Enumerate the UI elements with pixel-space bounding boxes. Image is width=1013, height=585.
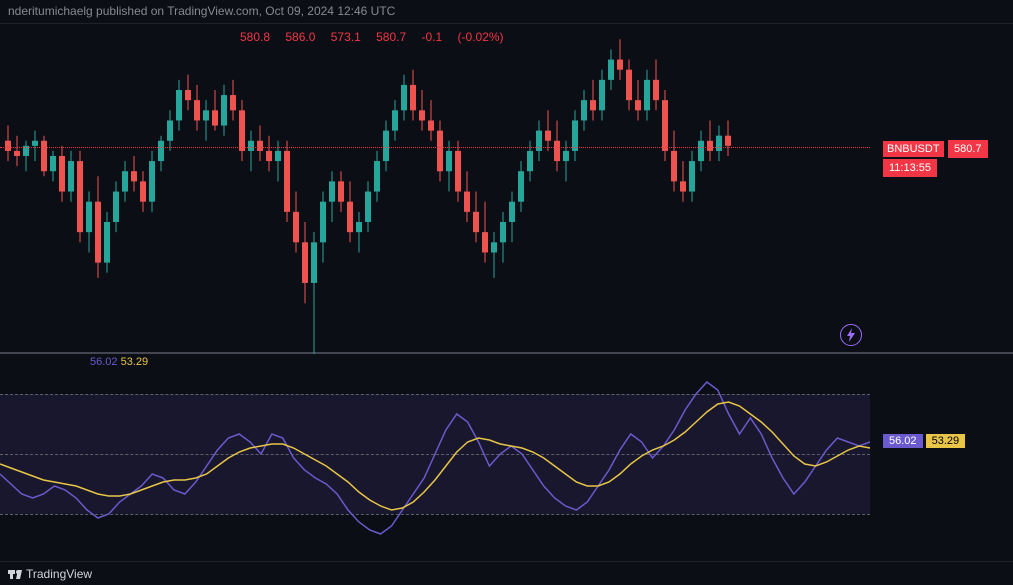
last-price-badge: 580.7 (948, 140, 988, 158)
publish-header: nderitumichaelg published on TradingView… (0, 0, 1013, 24)
countdown-badge: 11:13:55 (883, 159, 937, 177)
footer-brand: TradingView (26, 567, 92, 581)
tradingview-logo-icon (8, 567, 22, 581)
main-candlestick-chart[interactable]: 580.8 586.0 573.1 580.7 -0.1 (-0.02%) BN… (0, 24, 1013, 354)
indicator-svg (0, 354, 870, 554)
price-axis-badge: BNBUSDT 580.7 11:13:55 (883, 139, 1013, 177)
indicator-d-badge: 53.29 (926, 434, 966, 448)
indicator-axis-badges: 56.02 53.29 (883, 434, 1013, 448)
symbol-badge: BNBUSDT (883, 141, 944, 157)
chart-container: 580.8 586.0 573.1 580.7 -0.1 (-0.02%) BN… (0, 24, 1013, 561)
stochastic-indicator-chart[interactable]: 56.02 53.29 56.02 53.29 (0, 354, 1013, 554)
last-price-line (0, 147, 870, 148)
footer: TradingView (0, 561, 1013, 585)
candle-plot-area[interactable] (0, 24, 870, 354)
lightning-icon[interactable] (840, 324, 862, 346)
candle-svg (0, 24, 870, 354)
indicator-k-badge: 56.02 (883, 434, 923, 448)
publish-text: nderitumichaelg published on TradingView… (8, 4, 395, 18)
